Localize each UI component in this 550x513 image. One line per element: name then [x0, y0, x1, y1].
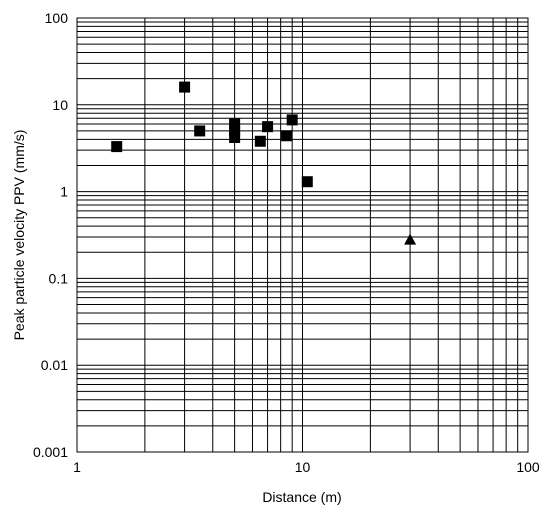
data-point-square [281, 130, 293, 142]
data-point-square [111, 141, 123, 153]
grid [77, 18, 528, 452]
data-point-square [229, 125, 241, 137]
x-tick-label: 1 [73, 459, 81, 475]
data-point-square [194, 125, 206, 137]
y-tick-label: 0.01 [41, 357, 68, 373]
tick-labels: 1 10 100 0.001 0.01 0.1 1 10 100 [33, 10, 540, 475]
y-tick-label: 0.1 [49, 270, 69, 286]
x-axis-title: Distance (m) [262, 489, 341, 505]
y-tick-label: 0.001 [33, 444, 68, 460]
y-tick-label: 100 [45, 10, 69, 26]
data-point-square [262, 121, 274, 133]
data-point-square [229, 118, 241, 130]
y-tick-label: 10 [52, 97, 68, 113]
data-point-square [254, 135, 266, 147]
data-markers [111, 81, 417, 245]
data-point-triangle [404, 233, 417, 245]
x-tick-label: 100 [516, 459, 540, 475]
x-tick-label: 10 [295, 459, 311, 475]
data-point-square [301, 176, 313, 188]
data-point-square [229, 132, 241, 144]
plot-frame [76, 17, 529, 453]
y-tick-label: 1 [60, 184, 68, 200]
data-point-square [179, 81, 191, 93]
data-point-square [286, 114, 298, 126]
y-axis-title: Peak particle velocity PPV (mm/s) [11, 130, 27, 341]
